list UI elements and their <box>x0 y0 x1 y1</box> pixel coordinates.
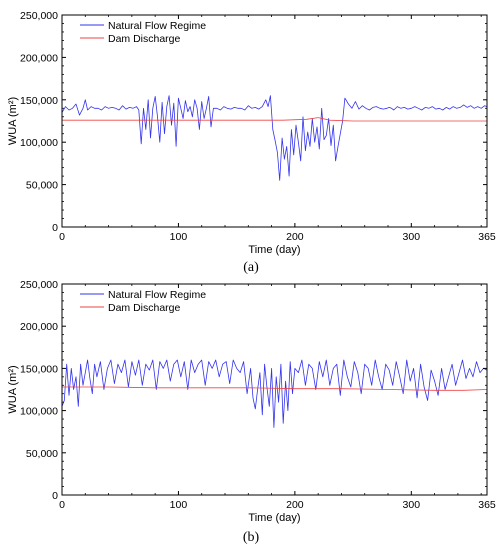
x-tick-label: 365 <box>478 231 496 243</box>
x-tick-label: 300 <box>403 231 421 243</box>
y-tick-label: 250,000 <box>20 279 58 291</box>
x-tick-label: 200 <box>286 231 304 243</box>
legend-label-dam-discharge: Dam Discharge <box>108 33 181 45</box>
y-tick-label: 0 <box>52 490 58 502</box>
series-line-dam-discharge <box>62 117 487 122</box>
panel-caption-a: (a) <box>243 260 259 275</box>
y-tick-label: 150,000 <box>20 95 58 107</box>
y-tick-label: 100,000 <box>20 137 58 149</box>
x-tick-label: 0 <box>59 231 65 243</box>
y-tick-label: 50,000 <box>26 448 58 460</box>
x-tick-label: 200 <box>286 499 304 511</box>
x-tick-label: 100 <box>170 499 188 511</box>
series-line-dam-discharge <box>62 386 488 391</box>
x-axis-label: Time (day) <box>248 512 300 524</box>
chart-panel-a: 0 100 200 300 365 0 50,000 100,000 150,000 200,00… <box>7 10 496 256</box>
x-tick-label: 365 <box>478 499 496 511</box>
x-tick-label: 300 <box>403 499 421 511</box>
series-line-natural-flow <box>61 359 488 428</box>
y-tick-label: 200,000 <box>20 321 58 333</box>
y-tick-label: 100,000 <box>20 406 58 418</box>
legend-label-natural-flow: Natural Flow Regime <box>108 20 206 32</box>
y-tick-label: 50,000 <box>26 180 58 192</box>
y-tick-label: 150,000 <box>20 363 58 375</box>
y-tick-label: 0 <box>52 222 58 234</box>
series-line-natural-flow <box>61 95 488 181</box>
plot-frame <box>61 283 488 496</box>
plot-frame <box>61 14 488 228</box>
x-axis-label: Time (day) <box>248 244 300 256</box>
y-tick-label: 250,000 <box>20 10 58 22</box>
x-tick-label: 0 <box>59 499 65 511</box>
legend-label-natural-flow: Natural Flow Regime <box>108 289 206 301</box>
y-axis-label: WUA (m²) <box>7 365 19 413</box>
panel-caption-b: (b) <box>243 530 260 545</box>
legend-label-dam-discharge: Dam Discharge <box>108 302 181 314</box>
x-tick-label: 100 <box>170 231 188 243</box>
chart-panel-b: 0 100 200 300 365 0 50,000 100,000 150,000 200,00… <box>7 279 496 524</box>
y-tick-label: 200,000 <box>20 52 58 64</box>
y-axis-label: WUA (m²) <box>7 97 19 145</box>
